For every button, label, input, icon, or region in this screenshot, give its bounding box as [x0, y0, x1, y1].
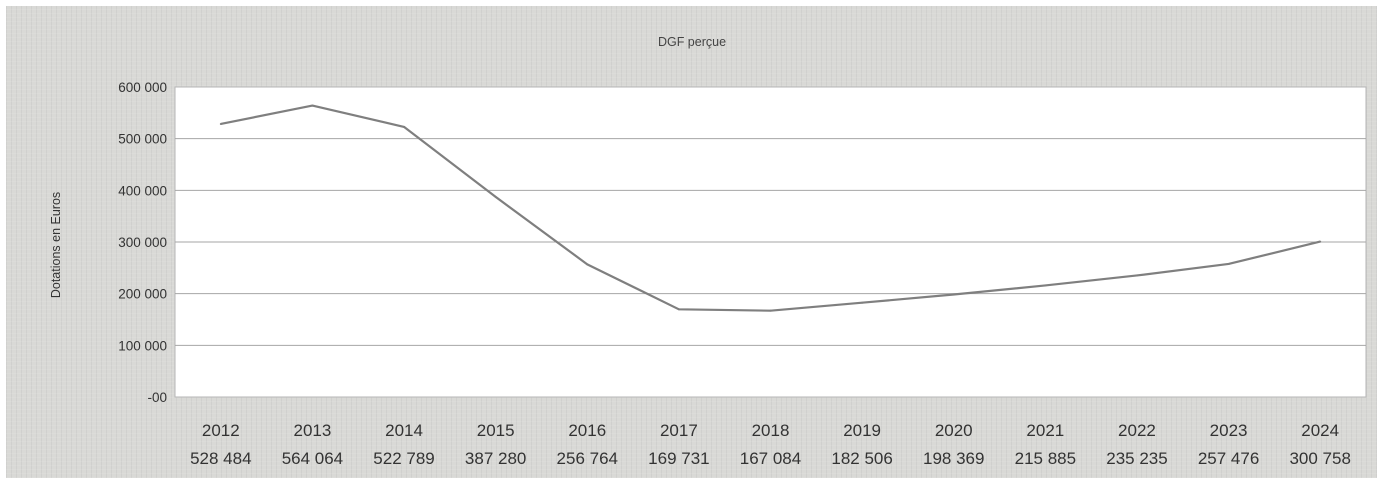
value-label: 167 084 — [740, 449, 801, 468]
value-label: 198 369 — [923, 449, 984, 468]
value-label: 522 789 — [373, 449, 434, 468]
value-label: 387 280 — [465, 449, 526, 468]
x-tick-label: 2019 — [843, 421, 881, 440]
data-point — [311, 104, 314, 107]
data-point — [1227, 262, 1230, 265]
value-label: 528 484 — [190, 449, 251, 468]
y-tick-label: 300 000 — [118, 235, 167, 250]
value-label: 235 235 — [1106, 449, 1167, 468]
chart-title: DGF perçue — [658, 35, 726, 49]
x-tick-label: 2016 — [568, 421, 606, 440]
y-tick-label: 600 000 — [118, 80, 167, 95]
y-tick-label: 100 000 — [118, 338, 167, 353]
data-point — [1319, 240, 1322, 243]
x-tick-label: 2017 — [660, 421, 698, 440]
x-axis-ticks: 2012 528 484 2013 564 064 2014 522 789 2015 387… — [190, 421, 1351, 468]
data-point — [1135, 274, 1138, 277]
x-tick-label: 2012 — [202, 421, 240, 440]
value-label: 300 758 — [1289, 449, 1350, 468]
data-point — [952, 293, 955, 296]
x-tick-label: 2015 — [477, 421, 515, 440]
x-tick-label: 2020 — [935, 421, 973, 440]
value-label: 182 506 — [831, 449, 892, 468]
y-tick-label: 500 000 — [118, 132, 167, 147]
data-point — [1044, 284, 1047, 287]
data-point — [219, 122, 222, 125]
gridlines — [175, 138, 1366, 346]
y-tick-label: 400 000 — [118, 183, 167, 198]
value-label: 215 885 — [1015, 449, 1076, 468]
data-point — [586, 263, 589, 266]
x-tick-label: 2014 — [385, 421, 423, 440]
y-tick-label: 200 000 — [118, 287, 167, 302]
value-label: 256 764 — [557, 449, 618, 468]
y-tick-label: -00 — [147, 390, 167, 405]
x-tick-label: 2018 — [752, 421, 790, 440]
data-point — [677, 308, 680, 311]
x-tick-label: 2023 — [1210, 421, 1248, 440]
x-tick-label: 2022 — [1118, 421, 1156, 440]
value-label: 257 476 — [1198, 449, 1259, 468]
x-tick-label: 2013 — [294, 421, 332, 440]
data-point — [769, 309, 772, 312]
series-layer — [219, 104, 1322, 312]
data-point — [494, 195, 497, 198]
x-tick-label: 2024 — [1301, 421, 1339, 440]
data-point — [861, 301, 864, 304]
value-label: 169 731 — [648, 449, 709, 468]
y-axis-ticks: 600 000 500 000 400 000 300 000 200 000 100 0… — [118, 80, 167, 405]
value-label: 564 064 — [282, 449, 343, 468]
data-point — [403, 125, 406, 128]
x-tick-label: 2021 — [1026, 421, 1064, 440]
y-axis-label: Dotations en Euros — [49, 192, 63, 298]
